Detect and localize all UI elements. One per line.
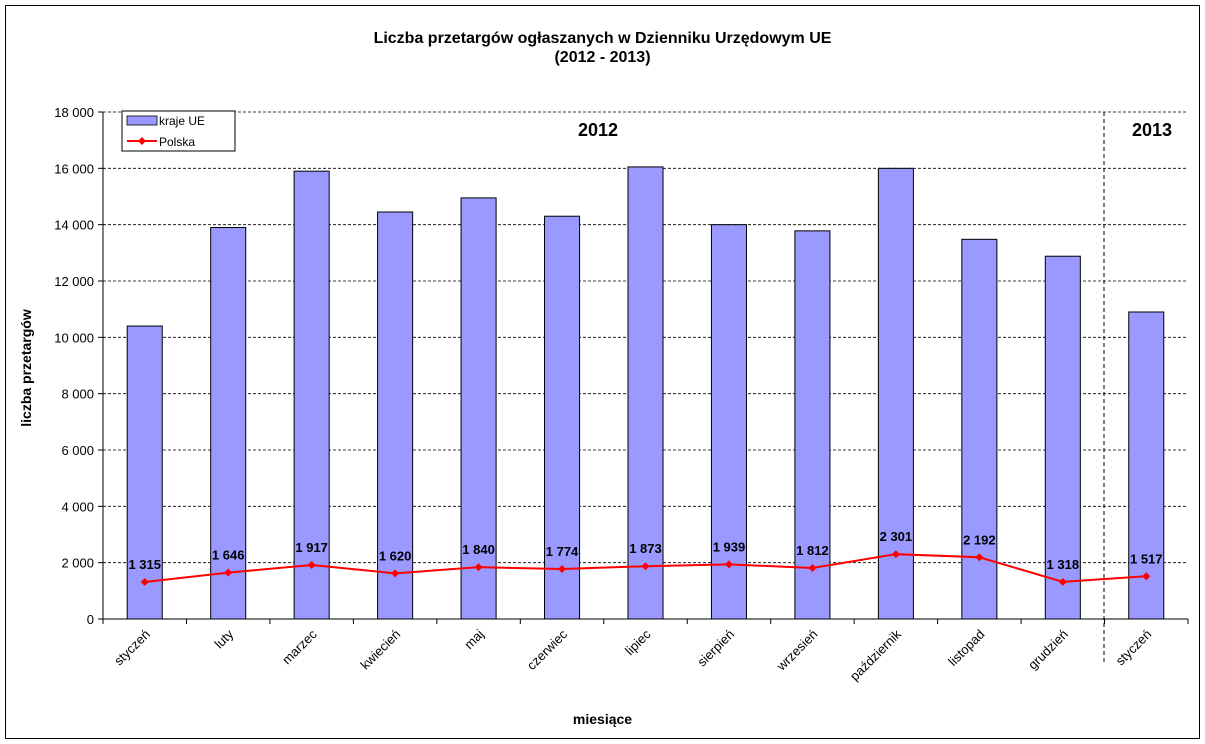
y-tick-label: 18 000 xyxy=(54,105,94,120)
label-layer: 1 315 1 646 1 917 1 620 1 840 1 774 1 873 1 939… xyxy=(128,529,1162,572)
y-tick-label: 6 000 xyxy=(61,443,94,458)
y-tick-label: 8 000 xyxy=(61,387,94,402)
x-axis-label: miesiące xyxy=(572,711,633,727)
x-tick-label: lipiec xyxy=(622,626,654,658)
legend-label-kraje-ue: kraje UE xyxy=(159,114,205,128)
bar xyxy=(710,224,747,620)
bar-layer xyxy=(126,166,1165,620)
bar xyxy=(961,238,998,620)
legend-swatch-kraje-ue xyxy=(126,115,158,126)
data-label: 1 840 xyxy=(462,542,495,557)
data-label: 1 812 xyxy=(796,543,829,558)
legend-marker-polska xyxy=(138,137,146,145)
line-point xyxy=(307,561,316,570)
bar xyxy=(1128,311,1165,620)
data-label: 1 939 xyxy=(713,539,746,554)
x-tick-label: wrzesień xyxy=(773,627,821,675)
y-tick-label: 2 000 xyxy=(61,556,94,571)
bar xyxy=(460,197,497,620)
line-point xyxy=(140,577,149,586)
line-point xyxy=(891,550,900,559)
bar xyxy=(877,167,914,620)
y-tick-label: 12 000 xyxy=(54,274,94,289)
bar xyxy=(794,230,831,620)
data-label: 1 517 xyxy=(1130,551,1163,566)
data-label: 1 620 xyxy=(379,548,412,563)
y-tick-label: 10 000 xyxy=(54,330,94,345)
line-point xyxy=(224,568,233,577)
line-point xyxy=(391,569,400,578)
bar xyxy=(1044,255,1081,620)
line-point xyxy=(474,563,483,572)
data-label: 1 917 xyxy=(295,540,328,555)
bar xyxy=(210,226,247,620)
line-point xyxy=(1142,572,1151,581)
line-point xyxy=(558,565,567,574)
data-label: 2 301 xyxy=(880,529,913,544)
year-label-2013: 2013 xyxy=(1132,120,1172,140)
line-point xyxy=(724,560,733,569)
x-tick-label: kwiecień xyxy=(357,627,403,673)
data-label: 2 192 xyxy=(963,532,996,547)
line-point xyxy=(975,553,984,562)
line-point xyxy=(1058,577,1067,586)
bar xyxy=(377,211,414,620)
x-tick-label: grudzień xyxy=(1025,627,1071,673)
x-tick-label: styczeń xyxy=(111,627,153,669)
bar xyxy=(126,325,163,620)
data-label: 1 873 xyxy=(629,541,662,556)
y-tick-label: 14 000 xyxy=(54,218,94,233)
x-tick-label: marzec xyxy=(279,626,320,667)
y-tick-label: 0 xyxy=(87,612,94,627)
x-tick-label: luty xyxy=(211,626,236,651)
data-label: 1 315 xyxy=(128,557,161,572)
x-tick-label: listopad xyxy=(945,627,987,669)
x-tick-label: październik xyxy=(847,626,904,683)
data-label: 1 774 xyxy=(546,544,579,559)
line-point xyxy=(808,563,817,572)
line-layer xyxy=(140,550,1151,586)
x-tick-label: sierpień xyxy=(694,627,737,670)
year-label-2012: 2012 xyxy=(578,120,618,140)
chart-subtitle: (2012 - 2013) xyxy=(554,49,651,66)
x-tick-label: styczeń xyxy=(1113,627,1155,669)
legend-label-polska: Polska xyxy=(159,135,195,149)
line-point xyxy=(641,562,650,571)
y-tick-label: 4 000 xyxy=(61,499,94,514)
legend: kraje UE Polska xyxy=(121,110,236,152)
y-tick-label: 16 000 xyxy=(54,161,94,176)
x-tick-label: czerwiec xyxy=(524,626,571,673)
bar xyxy=(293,170,330,620)
data-label: 1 318 xyxy=(1047,557,1080,572)
data-label: 1 646 xyxy=(212,548,245,563)
bar xyxy=(627,166,664,620)
x-tick-label: maj xyxy=(461,626,486,651)
bar xyxy=(544,215,581,620)
chart-title: Liczba przetargów ogłaszanych w Dziennik… xyxy=(373,30,832,47)
